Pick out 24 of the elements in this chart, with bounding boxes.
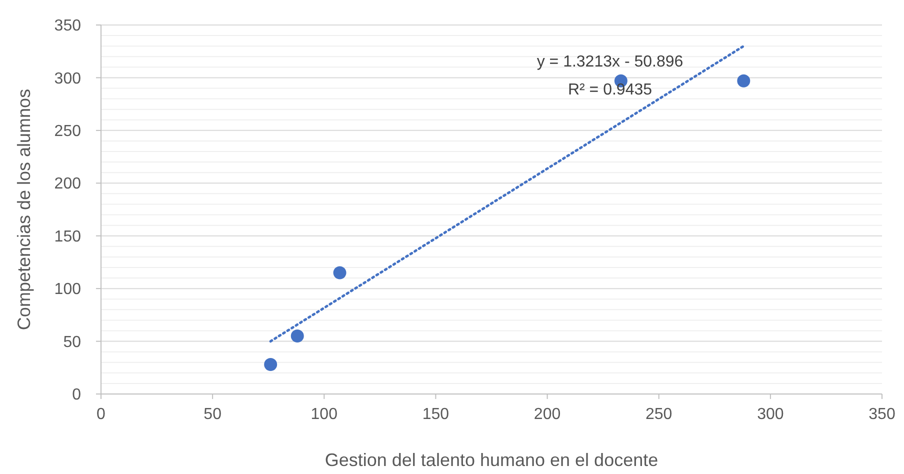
point xyxy=(290,330,304,343)
x-axis-title: Gestion del talento humano en el docente xyxy=(324,450,658,470)
annotation: R² = 0.9435 xyxy=(568,82,652,99)
point xyxy=(737,74,750,88)
x-tick-label: 50 xyxy=(204,406,222,423)
y-tick-label: 200 xyxy=(54,176,82,193)
y-axis-title: Competencias de los alumnos xyxy=(14,88,34,330)
y-tick-label: 150 xyxy=(54,228,82,246)
x-tick-label: 300 xyxy=(757,406,784,423)
x-tick-label: 250 xyxy=(646,406,672,423)
x-tick-label: 350 xyxy=(868,406,896,423)
point xyxy=(264,358,278,371)
y-tick-label: 50 xyxy=(63,334,82,351)
x-tick-label: 0 xyxy=(96,406,106,423)
x-tick-label: 150 xyxy=(422,406,450,423)
x-tick-label: 200 xyxy=(534,406,561,423)
x-tick-label: 100 xyxy=(310,406,338,423)
annotation: y = 1.3213x - 50.896 xyxy=(536,54,684,71)
y-tick-label: 350 xyxy=(54,18,82,35)
y-tick-label: 250 xyxy=(54,123,82,140)
y-tick-label: 0 xyxy=(72,386,82,404)
point xyxy=(333,266,346,280)
y-tick-label: 100 xyxy=(54,281,82,298)
y-tick-label: 300 xyxy=(54,70,82,88)
